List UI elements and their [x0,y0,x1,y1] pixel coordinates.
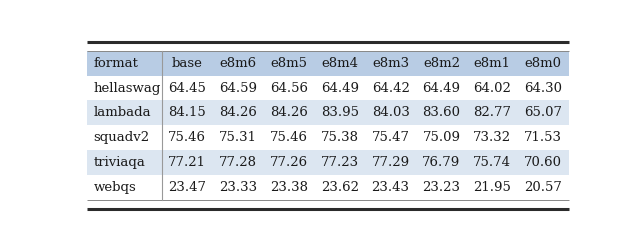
Text: lambada: lambada [93,106,151,119]
Text: format: format [93,57,138,70]
Text: 76.79: 76.79 [422,156,461,169]
Text: 77.23: 77.23 [321,156,359,169]
Text: 23.38: 23.38 [270,181,308,194]
Text: 75.47: 75.47 [372,131,410,144]
Text: 64.45: 64.45 [168,81,206,95]
Text: 75.74: 75.74 [474,156,511,169]
Text: 83.95: 83.95 [321,106,359,119]
Text: 23.43: 23.43 [372,181,410,194]
Text: 84.26: 84.26 [270,106,308,119]
Text: e8m5: e8m5 [271,57,307,70]
Text: e8m6: e8m6 [220,57,257,70]
Text: e8m1: e8m1 [474,57,511,70]
Text: 64.42: 64.42 [372,81,410,95]
Text: squadv2: squadv2 [93,131,150,144]
Text: 82.77: 82.77 [474,106,511,119]
Text: 71.53: 71.53 [524,131,562,144]
Text: 77.29: 77.29 [372,156,410,169]
Text: 64.30: 64.30 [524,81,562,95]
Text: 65.07: 65.07 [524,106,562,119]
Text: 23.62: 23.62 [321,181,359,194]
Text: 84.26: 84.26 [219,106,257,119]
Text: base: base [172,57,203,70]
Text: 83.60: 83.60 [422,106,460,119]
Text: 20.57: 20.57 [524,181,562,194]
Text: triviaqa: triviaqa [93,156,145,169]
Text: 75.46: 75.46 [168,131,206,144]
Text: 64.56: 64.56 [270,81,308,95]
Text: 64.49: 64.49 [422,81,460,95]
Text: e8m4: e8m4 [321,57,358,70]
Text: 21.95: 21.95 [474,181,511,194]
Text: webqs: webqs [93,181,136,194]
Text: e8m0: e8m0 [525,57,562,70]
Text: hellaswag: hellaswag [93,81,161,95]
Text: 64.49: 64.49 [321,81,359,95]
Text: 75.38: 75.38 [321,131,359,144]
Text: 64.59: 64.59 [219,81,257,95]
Text: 84.03: 84.03 [372,106,410,119]
Text: 75.46: 75.46 [270,131,308,144]
Text: 23.33: 23.33 [219,181,257,194]
Text: 75.31: 75.31 [219,131,257,144]
Text: 75.09: 75.09 [422,131,460,144]
Text: 77.21: 77.21 [168,156,206,169]
Text: 77.26: 77.26 [270,156,308,169]
Text: 23.23: 23.23 [422,181,460,194]
Text: 84.15: 84.15 [168,106,206,119]
Text: 70.60: 70.60 [524,156,562,169]
Text: 77.28: 77.28 [219,156,257,169]
Text: 23.47: 23.47 [168,181,206,194]
Text: 73.32: 73.32 [473,131,511,144]
Text: e8m3: e8m3 [372,57,409,70]
Text: e8m2: e8m2 [423,57,460,70]
Text: 64.02: 64.02 [474,81,511,95]
